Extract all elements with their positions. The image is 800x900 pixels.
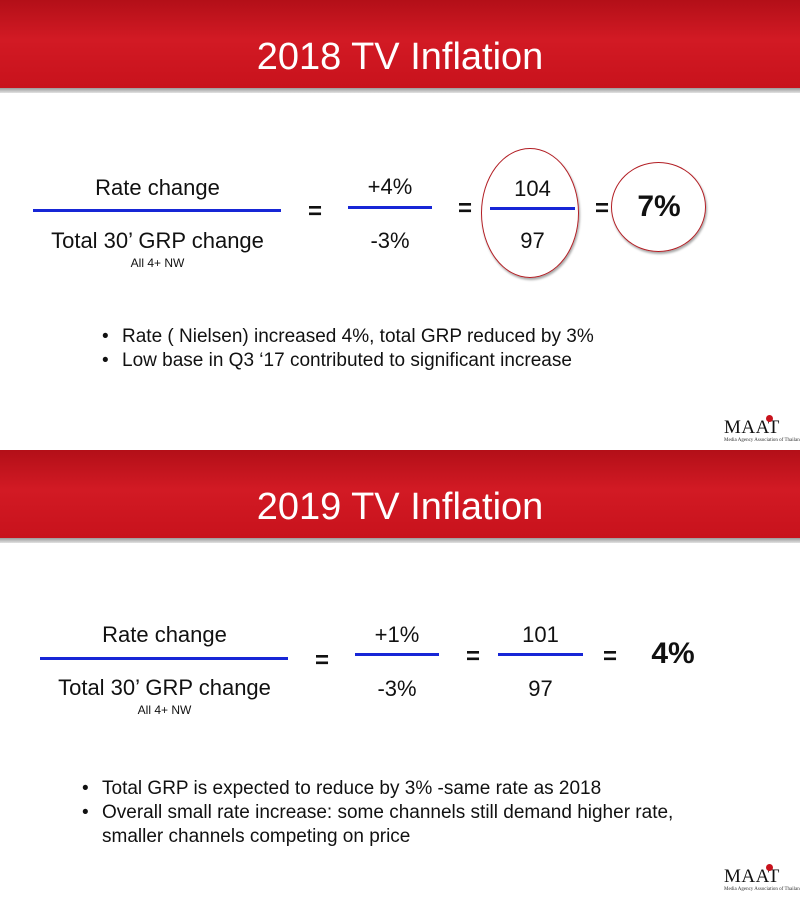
maat-logo: MAAT Media Agency Association of Thailan… (724, 415, 800, 448)
maat-logo: MAAT Media Agency Association of Thailan… (724, 864, 800, 897)
bullet-dot: • (82, 802, 89, 823)
equals-sign-3: = (603, 643, 618, 670)
equals-sign-1: = (315, 647, 330, 674)
bullet-text: Low base in Q3 ‘17 contributed to signif… (122, 350, 572, 371)
bullet-dot: • (82, 778, 89, 799)
grp-pct-value: -3% (377, 676, 417, 701)
bullet-dot: • (102, 350, 109, 371)
logo-wordmark: MAAT (724, 866, 780, 887)
slide-title: 2018 TV Inflation (256, 36, 544, 78)
bullet-list: • Total GRP is expected to reduce by 3% -… (80, 777, 720, 849)
grp-change-label: Total 30’ GRP change (51, 228, 264, 253)
inflation-result: 4% (651, 637, 695, 670)
logo-wordmark: MAAT (724, 417, 780, 438)
audience-note: All 4+ NW (130, 256, 185, 270)
result-highlight-ring (611, 162, 706, 252)
rate-index-value: 101 (522, 622, 559, 647)
bullet-item: • Overall small rate increase: some chann… (80, 801, 720, 849)
slide-2019: 2019 TV Inflation Rate change Total 30’ … (0, 450, 800, 900)
index-highlight-ring (481, 148, 579, 278)
bullet-list: • Rate ( Nielsen) increased 4%, total GRP… (100, 325, 720, 373)
equals-sign-2: = (458, 195, 473, 222)
slide-2018: 2018 TV Inflation Rate change Total 30’ … (0, 0, 800, 448)
grp-pct-value: -3% (370, 228, 410, 253)
rate-pct-value: +4% (367, 174, 413, 199)
bullet-text: Overall small rate increase: some channe… (102, 802, 674, 847)
slide-title: 2019 TV Inflation (256, 486, 544, 528)
fraction-bar-index (490, 207, 575, 210)
banner-divider (0, 88, 800, 93)
logo-dot-icon (766, 415, 773, 422)
equals-sign-2: = (466, 643, 481, 670)
bullet-item: • Low base in Q3 ‘17 contributed to signi… (100, 349, 720, 373)
equals-sign-3: = (595, 195, 610, 222)
title-banner (0, 0, 800, 88)
fraction-bar-pct (355, 653, 439, 656)
rate-change-label: Rate change (95, 175, 220, 200)
audience-note: All 4+ NW (137, 703, 192, 717)
grp-index-value: 97 (528, 676, 553, 701)
bullet-item: • Total GRP is expected to reduce by 3% -… (80, 777, 720, 801)
banner-divider (0, 538, 800, 543)
logo-tagline: Media Agency Association of Thailand (724, 887, 800, 892)
equals-sign-1: = (308, 198, 323, 225)
rate-change-label: Rate change (102, 622, 227, 647)
bullet-dot: • (102, 326, 109, 347)
bullet-item: • Rate ( Nielsen) increased 4%, total GRP… (100, 325, 720, 349)
rate-pct-value: +1% (374, 622, 420, 647)
logo-dot-icon (766, 864, 773, 871)
fraction-bar-main (33, 209, 281, 212)
bullet-text: Rate ( Nielsen) increased 4%, total GRP … (122, 326, 594, 347)
title-banner (0, 450, 800, 538)
inflation-result: 7% (637, 190, 681, 223)
fraction-bar-index (498, 653, 583, 656)
grp-index-value: 97 (520, 228, 545, 253)
grp-change-label: Total 30’ GRP change (58, 675, 271, 700)
logo-tagline: Media Agency Association of Thailand (724, 438, 800, 443)
fraction-bar-pct (348, 206, 432, 209)
fraction-bar-main (40, 657, 288, 660)
rate-index-value: 104 (514, 176, 551, 201)
bullet-text: Total GRP is expected to reduce by 3% -s… (102, 778, 602, 799)
